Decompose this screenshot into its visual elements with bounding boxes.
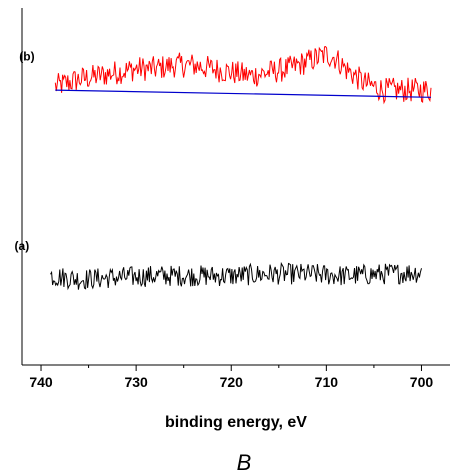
- x-tick-label-0: 740: [29, 374, 53, 390]
- series-label-2: (a): [15, 239, 30, 253]
- x-tick-label-4: 700: [410, 374, 434, 390]
- series-labels: (b) (a): [15, 50, 35, 253]
- figure-caption: B: [237, 450, 252, 474]
- x-tick-label-1: 730: [124, 374, 148, 390]
- series-line-1: [55, 89, 432, 98]
- x-tick-label-2: 720: [220, 374, 244, 390]
- x-tick-label-3: 710: [315, 374, 339, 390]
- series-line-0: [54, 46, 432, 105]
- series-layer: [50, 46, 432, 291]
- series-label-0: (b): [19, 50, 34, 64]
- x-ticks: 740 730 720 710 700: [29, 365, 433, 390]
- x-axis-label: binding energy, eV: [165, 414, 307, 431]
- series-line-2: [50, 261, 422, 291]
